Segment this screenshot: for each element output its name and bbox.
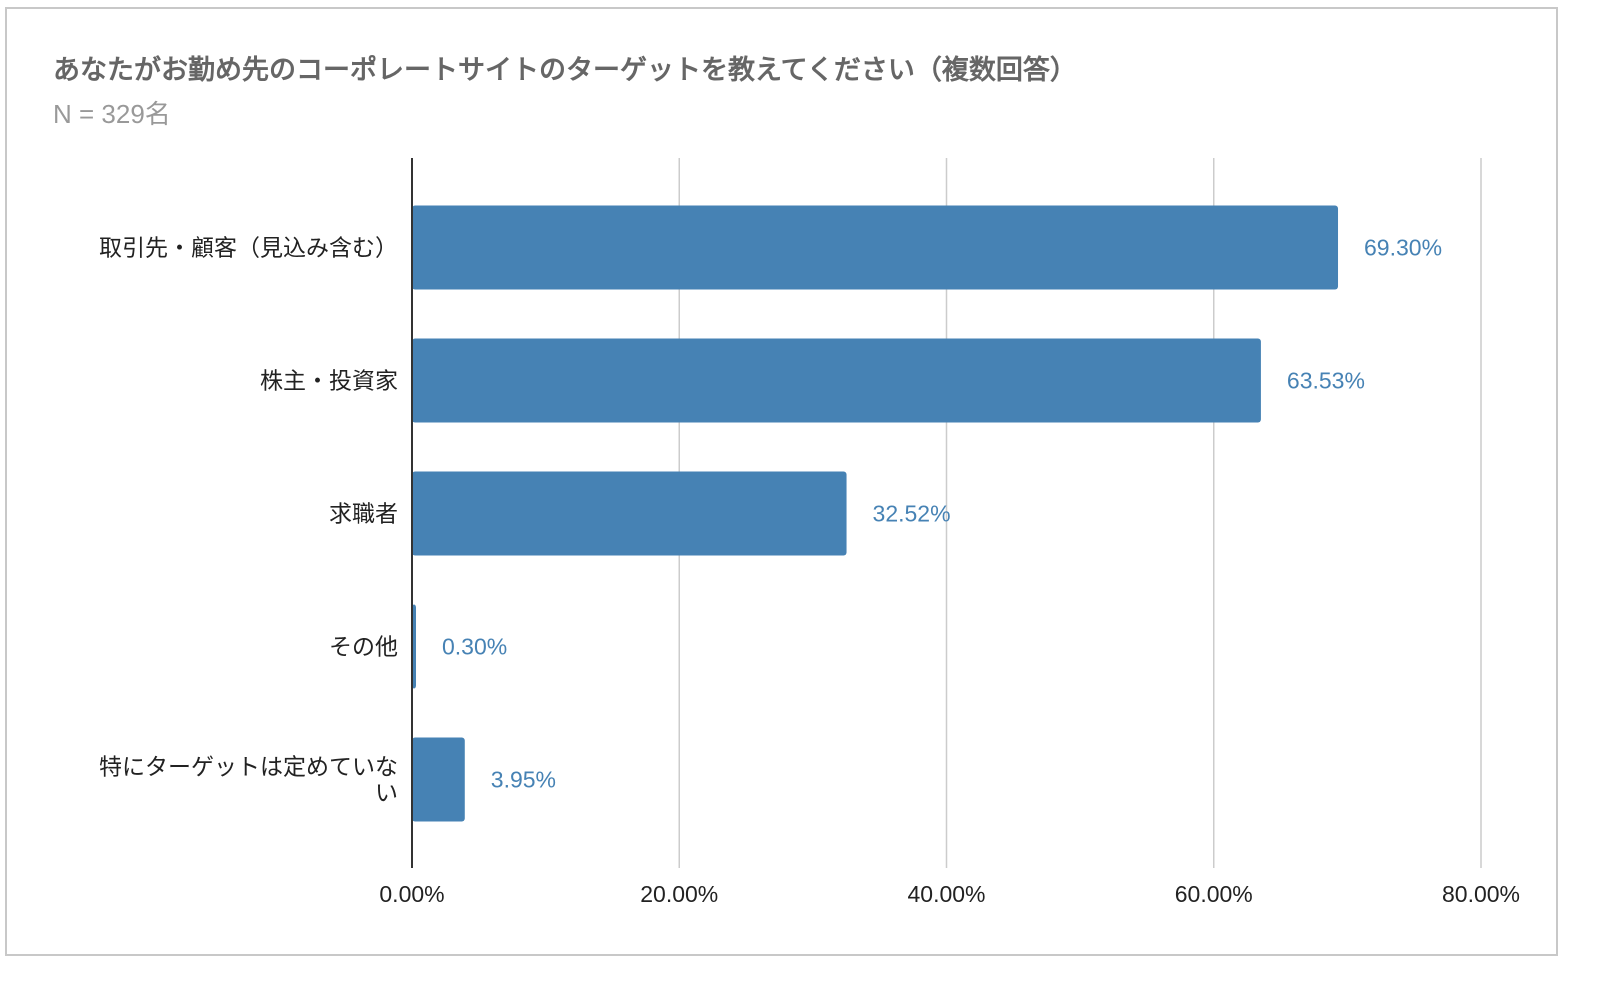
chart-subtitle: N = 329名 bbox=[53, 99, 171, 129]
x-tick-label: 80.00% bbox=[1442, 881, 1520, 907]
category-label: 求職者 bbox=[329, 502, 398, 528]
bar bbox=[412, 471, 847, 556]
bar bbox=[412, 737, 465, 822]
data-label: 0.30% bbox=[442, 634, 507, 660]
x-tick-label: 60.00% bbox=[1175, 881, 1253, 907]
bar bbox=[412, 205, 1339, 290]
category-label: 株主・投資家 bbox=[260, 369, 398, 395]
x-tick-label: 20.00% bbox=[640, 881, 718, 907]
data-label: 3.95% bbox=[491, 767, 556, 793]
bar bbox=[412, 604, 417, 689]
category-label: その他 bbox=[329, 635, 398, 661]
category-label: 特にターゲットは定めていな bbox=[99, 755, 398, 781]
bar bbox=[412, 338, 1261, 423]
x-tick-label: 40.00% bbox=[907, 881, 985, 907]
data-label: 32.52% bbox=[873, 501, 951, 527]
chart-title: あなたがお勤め先のコーポレートサイトのターゲットを教えてください（複数回答） bbox=[53, 55, 1077, 85]
data-label: 69.30% bbox=[1364, 235, 1442, 261]
data-label: 63.53% bbox=[1287, 368, 1365, 394]
category-label: 取引先・顧客（見込み含む） bbox=[99, 236, 398, 262]
x-tick-label: 0.00% bbox=[379, 881, 444, 907]
category-label: い bbox=[375, 781, 398, 807]
